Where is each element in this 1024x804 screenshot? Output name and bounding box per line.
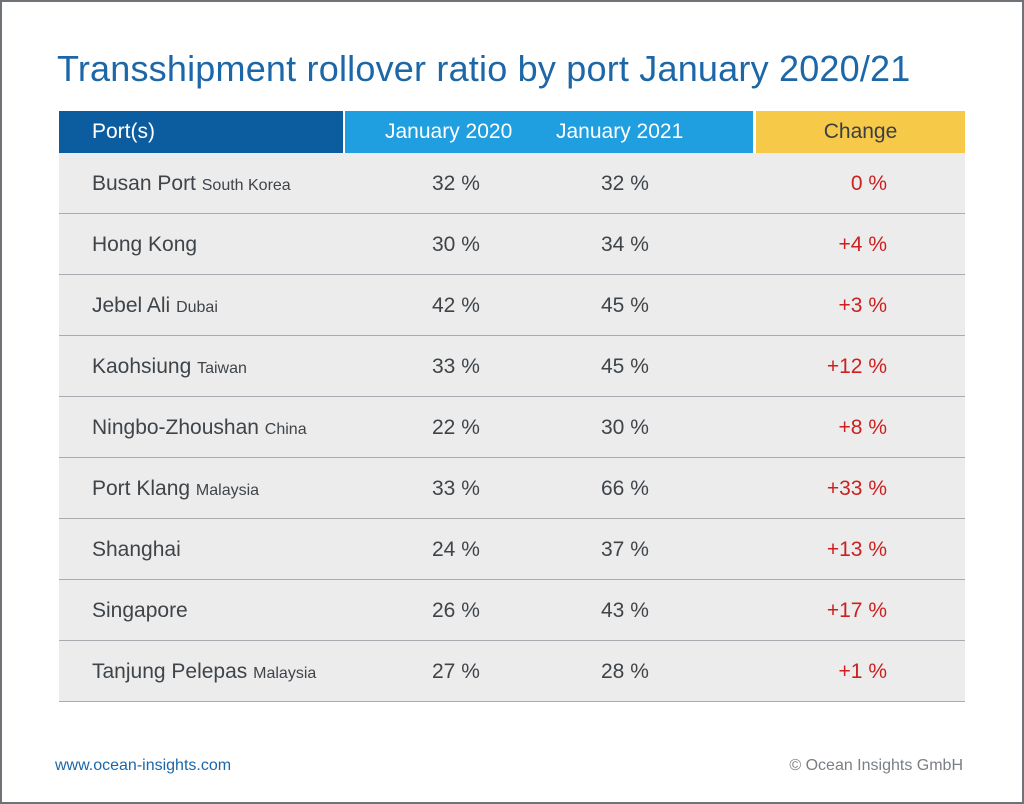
value-change: +13 %	[826, 538, 887, 561]
port-cell: Singapore	[92, 580, 188, 640]
value-january-2021: 34 %	[601, 233, 649, 256]
header-january-2020: January 2020	[385, 120, 513, 143]
value-january-2020: 22 %	[432, 416, 480, 439]
value-january-2020: 27 %	[432, 660, 480, 683]
port-cell: Busan Port South Korea	[92, 153, 291, 213]
table-row: Port Klang Malaysia 33 % 66 % +33 %	[59, 458, 965, 519]
port-country: Malaysia	[253, 665, 317, 682]
table-body: Busan Port South Korea 32 % 32 % 0 % Hong Ko…	[59, 153, 965, 702]
port-name: Port Klang	[92, 477, 191, 500]
value-january-2021: 30 %	[601, 416, 649, 439]
value-january-2020: 24 %	[432, 538, 480, 561]
table-row: Shanghai 24 % 37 % +13 %	[59, 519, 965, 580]
port-name: Jebel Ali	[92, 294, 171, 317]
table-row: Tanjung Pelepas Malaysia 27 % 28 % +1 %	[59, 641, 965, 702]
header-january-2021: January 2021	[556, 120, 684, 143]
port-country: Malaysia	[195, 482, 260, 499]
port-cell: Jebel Ali Dubai	[92, 275, 218, 335]
table-header: Port(s) January 2020 January 2021 Change	[59, 111, 965, 153]
copyright-text: © Ocean Insights GmbH	[789, 757, 963, 774]
value-january-2020: 42 %	[432, 294, 480, 317]
port-cell: Hong Kong	[92, 214, 197, 274]
value-change: +8 %	[838, 416, 887, 439]
port-name: Kaohsiung	[92, 355, 192, 378]
port-cell: Tanjung Pelepas Malaysia	[92, 641, 316, 701]
port-country: China	[264, 421, 307, 438]
port-name: Ningbo-Zhoushan	[92, 416, 259, 439]
value-change: +3 %	[838, 294, 887, 317]
value-january-2021: 45 %	[601, 294, 649, 317]
port-name: Tanjung Pelepas	[92, 660, 248, 683]
port-name: Shanghai	[92, 538, 181, 561]
port-cell: Kaohsiung Taiwan	[92, 336, 247, 396]
value-january-2021: 37 %	[601, 538, 649, 561]
header-years-group: January 2020 January 2021	[345, 111, 753, 153]
port-country: South Korea	[201, 177, 291, 194]
value-january-2020: 32 %	[432, 172, 480, 195]
value-january-2021: 28 %	[601, 660, 649, 683]
value-january-2021: 45 %	[601, 355, 649, 378]
value-january-2020: 33 %	[432, 477, 480, 500]
value-change: +17 %	[826, 599, 887, 622]
website-link[interactable]: www.ocean-insights.com	[55, 757, 232, 774]
header-port: Port(s)	[59, 111, 343, 153]
value-january-2020: 33 %	[432, 355, 480, 378]
value-change: +12 %	[826, 355, 887, 378]
port-name: Hong Kong	[92, 233, 198, 256]
port-name: Busan Port	[92, 172, 196, 195]
port-name: Singapore	[92, 599, 188, 622]
port-cell: Shanghai	[92, 519, 181, 579]
chart-title: Transshipment rollover ratio by port Jan…	[57, 48, 911, 89]
value-january-2021: 43 %	[601, 599, 649, 622]
value-change: +33 %	[826, 477, 887, 500]
table-row: Ningbo-Zhoushan China 22 % 30 % +8 %	[59, 397, 965, 458]
value-change: +1 %	[838, 660, 887, 683]
value-change: +4 %	[838, 233, 887, 256]
rollover-table: Port(s) January 2020 January 2021 Change…	[59, 111, 965, 702]
table-row: Busan Port South Korea 32 % 32 % 0 %	[59, 153, 965, 214]
port-cell: Port Klang Malaysia	[92, 458, 259, 518]
value-january-2020: 26 %	[432, 599, 480, 622]
value-january-2021: 66 %	[601, 477, 649, 500]
header-change: Change	[756, 111, 965, 153]
value-january-2020: 30 %	[432, 233, 480, 256]
port-country: Dubai	[176, 299, 218, 316]
table-row: Kaohsiung Taiwan 33 % 45 % +12 %	[59, 336, 965, 397]
value-change: 0 %	[850, 172, 887, 195]
table-row: Hong Kong 30 % 34 % +4 %	[59, 214, 965, 275]
table-row: Singapore 26 % 43 % +17 %	[59, 580, 965, 641]
port-country: Taiwan	[197, 360, 247, 377]
port-cell: Ningbo-Zhoushan China	[92, 397, 307, 457]
value-january-2021: 32 %	[601, 172, 649, 195]
table-row: Jebel Ali Dubai 42 % 45 % +3 %	[59, 275, 965, 336]
